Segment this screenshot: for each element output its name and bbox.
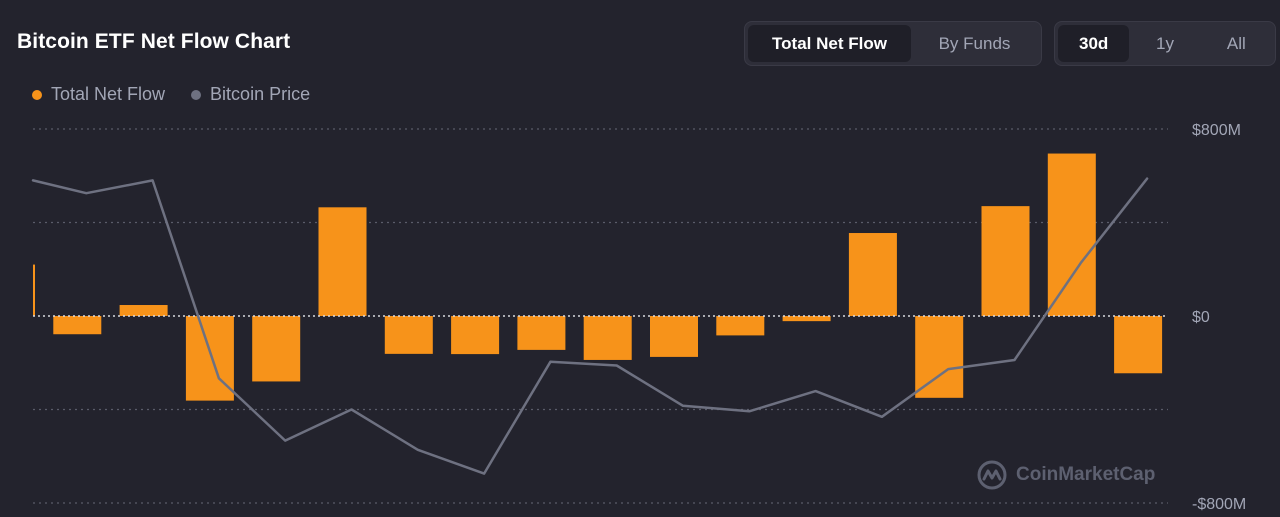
watermark-text: CoinMarketCap <box>1016 464 1156 485</box>
net-flow-bar-14 <box>915 316 964 398</box>
chart-title: Bitcoin ETF Net Flow Chart <box>17 30 291 53</box>
legend-item-bitcoin-price[interactable]: Bitcoin Price <box>191 84 310 105</box>
view-toggle: Total Net Flow By Funds <box>744 21 1042 66</box>
range-toggle: 30d 1y All <box>1054 21 1276 66</box>
net-flow-bars <box>33 153 1163 401</box>
tab-by-funds[interactable]: By Funds <box>938 33 1011 53</box>
net-flow-bar-2 <box>119 305 168 316</box>
net-flow-bar-9 <box>583 316 632 360</box>
legend-item-net-flow[interactable]: Total Net Flow <box>32 84 165 105</box>
net-flow-bar-12 <box>782 316 831 322</box>
y-tick-label-1: $0 <box>1192 309 1210 326</box>
net-flow-bar-11 <box>716 316 765 336</box>
net-flow-bar-4 <box>252 316 301 382</box>
legend-dot-net-flow-icon <box>32 89 42 100</box>
net-flow-bar-15 <box>981 206 1030 316</box>
net-flow-bar-6 <box>384 316 433 354</box>
net-flow-bar-8 <box>517 316 566 350</box>
tab-total-net-flow[interactable]: Total Net Flow <box>748 25 911 62</box>
y-tick-label-0: $800M <box>1192 122 1241 139</box>
watermark: CoinMarketCap <box>976 459 1155 491</box>
y-tick-label-2: -$800M <box>1192 496 1246 513</box>
coinmarketcap-logo-icon <box>977 460 1007 490</box>
range-1y-button[interactable]: 1y <box>1156 33 1174 53</box>
range-30d-button[interactable]: 30d <box>1058 25 1130 62</box>
range-all-button[interactable]: All <box>1226 33 1246 53</box>
chart-legend: Total Net Flow Bitcoin Price <box>32 84 336 105</box>
legend-label-bitcoin-price: Bitcoin Price <box>210 84 311 104</box>
y-axis-ticks: $800M $0 -$800M <box>1192 122 1246 513</box>
net-flow-bar-1 <box>53 316 102 335</box>
net-flow-bar-7 <box>451 316 500 355</box>
net-flow-bar-0 <box>33 264 35 316</box>
price-line <box>31 177 1149 475</box>
net-flow-bar-5 <box>318 207 367 316</box>
net-flow-bar-13 <box>848 233 897 316</box>
net-flow-bar-10 <box>650 316 698 357</box>
net-flow-bar-16 <box>1047 153 1096 316</box>
bitcoin-price-line <box>31 177 1149 475</box>
net-flow-bar-3 <box>185 316 234 401</box>
legend-label-net-flow: Total Net Flow <box>51 84 166 104</box>
net-flow-bar-17 <box>1114 316 1163 374</box>
legend-dot-bitcoin-price-icon <box>191 89 202 100</box>
